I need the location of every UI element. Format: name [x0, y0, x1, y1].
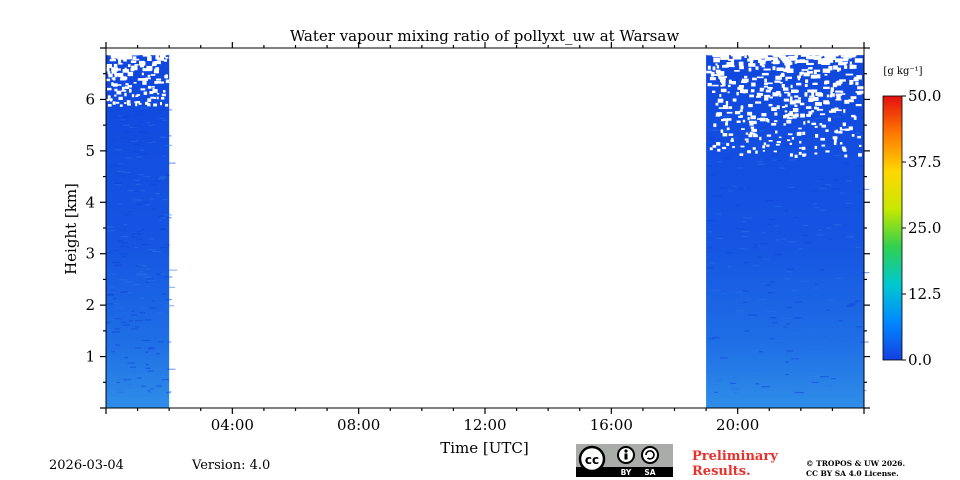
y-axis-label: Height [km]: [62, 183, 80, 275]
svg-text:cc: cc: [585, 453, 599, 467]
data-segment-2: [706, 48, 870, 409]
x-tick-label: 08:00: [337, 416, 380, 434]
cc-by-sa-icon: cc BY SA: [576, 444, 673, 477]
y-tick-label: 2: [85, 296, 95, 314]
colorbar-tick-label: 0.0: [908, 351, 932, 369]
license-sa-label: SA: [644, 468, 655, 477]
colorbar-tick-label: 25.0: [908, 219, 941, 237]
version-label: Version: 4.0: [192, 458, 271, 473]
preliminary-line-2: Results.: [692, 464, 751, 479]
colorbar-unit-label: [g kg⁻¹]: [883, 66, 922, 77]
y-tick-label: 5: [85, 142, 95, 160]
x-tick-label: 20:00: [716, 416, 759, 434]
colorbar: [g kg⁻¹] 0.0 12.5 25.0 37.5 50.0: [882, 66, 941, 369]
copyright-notice: © TROPOS & UW 2026. CC BY SA 4.0 License…: [806, 459, 905, 479]
copyright-line-2: CC BY SA 4.0 License.: [806, 469, 899, 478]
license-by-label: BY: [621, 468, 632, 477]
x-tick-label: 12:00: [463, 416, 506, 434]
y-tick-label: 1: [85, 348, 95, 366]
y-tick-label: 4: [85, 193, 95, 211]
colorbar-tick-label: 37.5: [908, 153, 941, 171]
date-label: 2026-03-04: [49, 458, 124, 473]
colorbar-tick-label: 12.5: [908, 285, 941, 303]
x-tick-label: 16:00: [590, 416, 633, 434]
chart-title: Water vapour mixing ratio of pollyxt_uw …: [290, 27, 680, 45]
x-axis-label: Time [UTC]: [440, 439, 529, 457]
colorbar-gradient: [882, 95, 903, 361]
data-segment-1: [106, 48, 178, 409]
copyright-line-1: © TROPOS & UW 2026.: [806, 459, 906, 468]
plot-area: 04:00 08:00 12:00 16:00 20:00 1 2 3 4 5 6: [85, 42, 870, 434]
preliminary-line-1: Preliminary: [692, 449, 778, 464]
y-tick-label: 3: [85, 245, 95, 263]
x-tick-label: 04:00: [211, 416, 254, 434]
colorbar-tick-label: 50.0: [908, 87, 941, 105]
preliminary-notice: Preliminary Results.: [692, 449, 778, 479]
y-tick-label: 6: [85, 90, 95, 108]
